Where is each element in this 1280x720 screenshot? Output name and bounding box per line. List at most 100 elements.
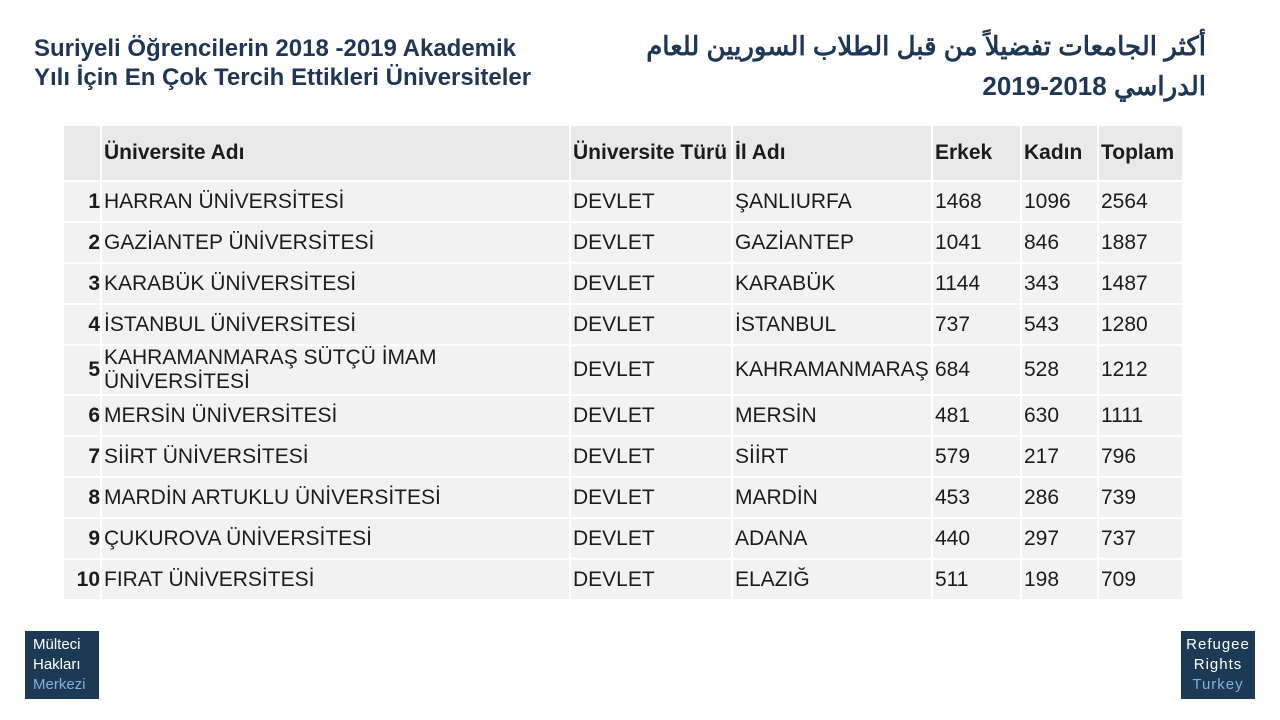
title-line: Yılı İçin En Çok Tercih Ettikleri Üniver… [34, 64, 532, 91]
row: 7 SİİRT ÜNİVERSİTESİ DEVLET SİİRT 579 217 796 [62, 435, 1184, 478]
cell: 1280 [1097, 303, 1184, 346]
cell: 1144 [931, 262, 1022, 305]
cell: KAHRAMANMARAŞ SÜTÇÜ İMAM ÜNİVERSİTESİ [100, 344, 571, 396]
cell: DEVLET [569, 476, 733, 519]
cell: 579 [931, 435, 1022, 478]
cell: ŞANLIURFA [731, 180, 933, 223]
row: 2 GAZİANTEP ÜNİVERSİTESİ DEVLET GAZİANTEP 10… [62, 221, 1184, 264]
cell: 709 [1097, 558, 1184, 601]
row: 9 ÇUKUROVA ÜNİVERSİTESİ DEVLET ADANA 440 297 7… [62, 517, 1184, 560]
cell: 198 [1020, 558, 1099, 601]
logo-right: Refugee Rights Turkey [1181, 631, 1255, 699]
cell: MERSİN ÜNİVERSİTESİ [100, 394, 571, 437]
title-ar: أكثر الجامعات تفضيلاً من قبل الطلاب السو… [646, 26, 1206, 106]
cell: MARDİN [731, 476, 933, 519]
cell: 737 [931, 303, 1022, 346]
cell: DEVLET [569, 180, 733, 223]
header-cell: Toplam [1097, 124, 1184, 182]
cell: 1 [62, 180, 102, 223]
cell: İSTANBUL [731, 303, 933, 346]
logo-text: Turkey [1192, 676, 1244, 693]
cell: MARDİN ARTUKLU ÜNİVERSİTESİ [100, 476, 571, 519]
cell: 2 [62, 221, 102, 264]
cell: 739 [1097, 476, 1184, 519]
cell: HARRAN ÜNİVERSİTESİ [100, 180, 571, 223]
row: 4 İSTANBUL ÜNİVERSİTESİ DEVLET İSTANBUL 737 5… [62, 303, 1184, 346]
row: 3 KARABÜK ÜNİVERSİTESİ DEVLET KARABÜK 1144 34… [62, 262, 1184, 305]
cell: DEVLET [569, 394, 733, 437]
logo-text: Rights [1193, 656, 1243, 673]
cell: SİİRT ÜNİVERSİTESİ [100, 435, 571, 478]
logo-text: Mülteci [33, 636, 81, 653]
row: 10 FIRAT ÜNİVERSİTESİ DEVLET ELAZIĞ 511 198 70… [62, 558, 1184, 601]
cell: 5 [62, 344, 102, 396]
row: 1 HARRAN ÜNİVERSİTESİ DEVLET ŞANLIURFA 1468 1… [62, 180, 1184, 223]
header-cell [62, 124, 102, 182]
header-cell: Kadın [1020, 124, 1099, 182]
cell: DEVLET [569, 517, 733, 560]
cell: 737 [1097, 517, 1184, 560]
cell: 286 [1020, 476, 1099, 519]
cell: KAHRAMANMARAŞ [731, 344, 933, 396]
cell: 453 [931, 476, 1022, 519]
cell: 440 [931, 517, 1022, 560]
cell: 4 [62, 303, 102, 346]
row: 8 MARDİN ARTUKLU ÜNİVERSİTESİ DEVLET MARDİN… [62, 476, 1184, 519]
cell: DEVLET [569, 303, 733, 346]
header-cell: İl Adı [731, 124, 933, 182]
cell: 846 [1020, 221, 1099, 264]
cell: GAZİANTEP [731, 221, 933, 264]
cell: DEVLET [569, 558, 733, 601]
cell: GAZİANTEP ÜNİVERSİTESİ [100, 221, 571, 264]
cell: KARABÜK [731, 262, 933, 305]
cell: 630 [1020, 394, 1099, 437]
cell: DEVLET [569, 344, 733, 396]
cell: 1887 [1097, 221, 1184, 264]
cell: 796 [1097, 435, 1184, 478]
cell: 8 [62, 476, 102, 519]
cell: MERSİN [731, 394, 933, 437]
title-line: أكثر الجامعات تفضيلاً من قبل الطلاب السو… [646, 31, 1206, 61]
cell: 511 [931, 558, 1022, 601]
cell: 1487 [1097, 262, 1184, 305]
cell: 2564 [1097, 180, 1184, 223]
logo-text: Merkezi [33, 676, 86, 693]
cell: 543 [1020, 303, 1099, 346]
title-line: الدراسي 2018-2019 [982, 71, 1206, 101]
cell: 1468 [931, 180, 1022, 223]
cell: İSTANBUL ÜNİVERSİTESİ [100, 303, 571, 346]
title-tr: Suriyeli Öğrencilerin 2018 -2019 Akademi… [34, 34, 531, 92]
logo-left: Mülteci Hakları Merkezi [25, 631, 99, 699]
cell: 6 [62, 394, 102, 437]
cell: 1212 [1097, 344, 1184, 396]
cell: ADANA [731, 517, 933, 560]
cell: DEVLET [569, 262, 733, 305]
cell: 217 [1020, 435, 1099, 478]
cell: 1111 [1097, 394, 1184, 437]
cell: DEVLET [569, 435, 733, 478]
cell: ELAZIĞ [731, 558, 933, 601]
cell: 481 [931, 394, 1022, 437]
cell: 7 [62, 435, 102, 478]
row: 6 MERSİN ÜNİVERSİTESİ DEVLET MERSİN 481 630 11… [62, 394, 1184, 437]
header-row: Üniversite Adı Üniversite Türü İl Adı Erkek… [62, 124, 1184, 182]
cell: 10 [62, 558, 102, 601]
cell: 1041 [931, 221, 1022, 264]
row: 5 KAHRAMANMARAŞ SÜTÇÜ İMAM ÜNİVERSİTESİ DE… [62, 344, 1184, 396]
cell: SİİRT [731, 435, 933, 478]
cell: 528 [1020, 344, 1099, 396]
table: Üniversite Adı Üniversite Türü İl Adı Erkek… [62, 124, 1184, 601]
cell: 3 [62, 262, 102, 305]
cell: 9 [62, 517, 102, 560]
cell: ÇUKUROVA ÜNİVERSİTESİ [100, 517, 571, 560]
header-cell: Üniversite Türü [569, 124, 733, 182]
header-cell: Üniversite Adı [100, 124, 571, 182]
header-cell: Erkek [931, 124, 1022, 182]
cell: FIRAT ÜNİVERSİTESİ [100, 558, 571, 601]
cell: 1096 [1020, 180, 1099, 223]
cell: 343 [1020, 262, 1099, 305]
cell: DEVLET [569, 221, 733, 264]
cell: KARABÜK ÜNİVERSİTESİ [100, 262, 571, 305]
cell: 684 [931, 344, 1022, 396]
